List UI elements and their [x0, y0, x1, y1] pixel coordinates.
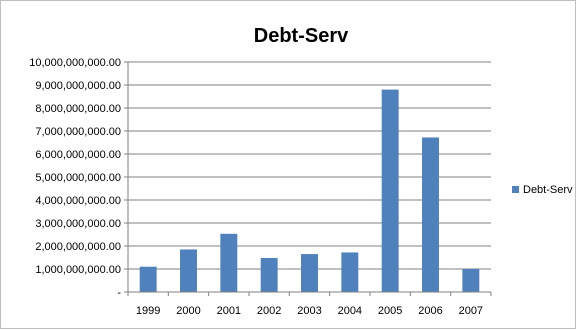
x-tick-label: 2004: [338, 305, 362, 317]
legend: Debt-Serv: [512, 184, 573, 196]
x-tick-label: 2003: [297, 305, 321, 317]
y-tick-label: 9,000,000,000.00: [35, 80, 121, 92]
bar: [462, 269, 480, 292]
bar: [260, 257, 278, 292]
legend-label: Debt-Serv: [523, 184, 573, 196]
x-tick-label: 2002: [257, 305, 281, 317]
x-tick-label: 2000: [176, 305, 200, 317]
y-tick-label: 2,000,000,000.00: [35, 241, 121, 253]
legend-swatch: [512, 186, 519, 193]
bar: [139, 266, 157, 292]
y-tick-label: 7,000,000,000.00: [35, 126, 121, 138]
y-tick-label: 4,000,000,000.00: [35, 195, 121, 207]
y-tick-label: 3,000,000,000.00: [35, 218, 121, 230]
y-axis: - 1,000,000,000.00 2,000,000,000.00 3,000,0…: [29, 57, 129, 299]
chart-title: Debt-Serv: [254, 25, 349, 47]
x-tick-label: 2005: [378, 305, 402, 317]
bar: [341, 252, 359, 292]
bar: [301, 254, 318, 292]
bar: [180, 249, 197, 292]
y-tick-label: -: [117, 287, 121, 299]
x-tick-label: 1999: [136, 305, 160, 317]
y-tick-label: 10,000,000,000.00: [29, 57, 121, 69]
x-axis: 1999 2000 2001 2002 2003 2004 2005 2006 2007: [127, 291, 492, 317]
x-tick-label: 2006: [418, 305, 442, 317]
y-tick-label: 8,000,000,000.00: [35, 103, 121, 115]
bar: [422, 137, 439, 292]
bar: [220, 233, 238, 292]
y-tick-label: 5,000,000,000.00: [35, 172, 121, 184]
bars: [139, 89, 480, 292]
y-tick-label: 1,000,000,000.00: [35, 264, 121, 276]
y-tick-label: 6,000,000,000.00: [35, 149, 121, 161]
x-tick-label: 2001: [217, 305, 241, 317]
x-tick-label: 2007: [459, 305, 483, 317]
bar: [381, 89, 399, 292]
